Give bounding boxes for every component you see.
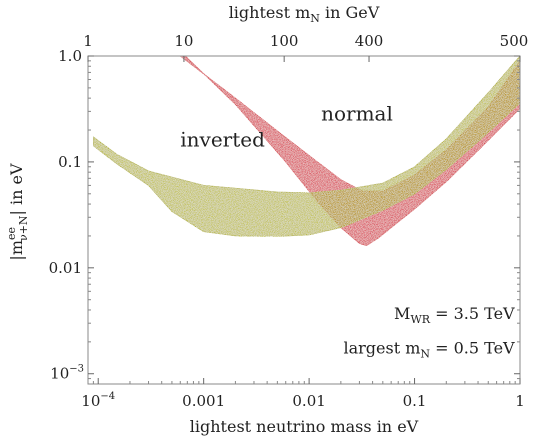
y-tick-label-base: 1.0 [58,47,82,65]
y-tick-label-base: 10 [50,365,69,383]
annotations: MWR = 3.5 TeV largest mN = 0.5 TeV [343,304,515,361]
y-tick-label: 0.1 [58,153,82,171]
annotation-main: largest m [343,339,420,358]
y-axis-label-main: |m [7,240,26,261]
y-axis-label-sub: ν+N [17,215,30,241]
annotation-main: M [394,304,410,323]
y-axis-label-tail: | in eV [7,163,26,215]
y-axis-label-sup: ee [5,227,18,240]
axis-ticks: 10−4 0.001 0.01 0.1 110−30.010.11.01 10 100 400… [49,32,529,410]
y-tick-label-exp: −3 [69,364,84,375]
top-tick-label: 1 [83,32,93,50]
x-tick-label-exp: −4 [100,391,115,402]
region-labels: normal inverted [180,102,393,152]
y-axis-label: |meeν+N| in eV [5,163,30,261]
annotation-tail: = 3.5 TeV [430,304,515,323]
data-bands [93,56,520,247]
top-axis-label-tail: in GeV [320,3,380,22]
region-label-normal: normal [321,102,393,126]
x-tick-label: 1 [515,392,525,410]
annotation-0: MWR = 3.5 TeV [394,304,515,326]
top-tick-label: 10 [174,32,193,50]
x-tick-label-base: 0.1 [403,392,427,410]
x-tick-label-base: 1 [515,392,525,410]
annotation-tail: = 0.5 TeV [430,339,515,358]
y-tick-label: 1.0 [58,47,82,65]
top-axis-label-main: lightest m [229,3,311,22]
y-tick-label-base: 0.01 [49,259,82,277]
x-tick-label-base: 0.01 [292,392,325,410]
x-tick-label: 0.01 [292,392,325,410]
y-tick-label-base: 0.1 [58,153,82,171]
top-tick-label: 100 [270,32,299,50]
annotation-1: largest mN = 0.5 TeV [343,339,515,361]
y-tick-label: 0.01 [49,259,82,277]
annotation-sub: N [420,348,430,361]
top-axis-label: lightest mN in GeV [229,3,380,25]
y-tick-label: 10−3 [50,364,84,383]
x-tick-label: 0.1 [403,392,427,410]
x-tick-label: 10−4 [81,391,115,410]
top-axis-label-sub: N [310,12,320,25]
band-inverted [93,56,520,237]
region-label-inverted: inverted [180,127,265,151]
annotation-sub: WR [410,313,430,326]
x-tick-label-base: 0.001 [182,392,225,410]
x-tick-label: 0.001 [182,392,225,410]
x-tick-label-base: 10 [81,392,100,410]
top-tick-label: 500 [500,32,529,50]
top-tick-label: 400 [355,32,384,50]
x-axis-label: lightest neutrino mass in eV [190,417,419,436]
